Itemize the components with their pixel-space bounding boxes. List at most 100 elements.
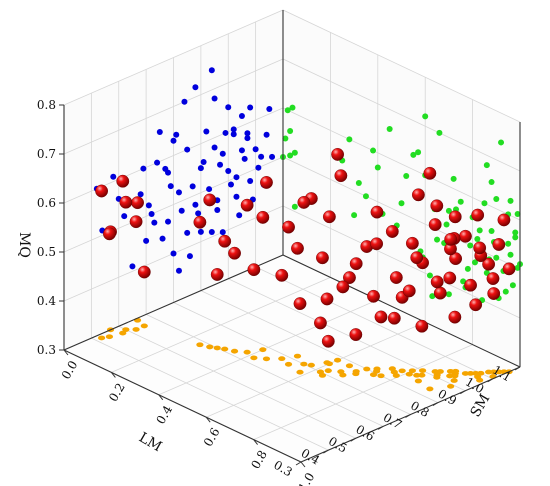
- projection-point-lm-mq: [148, 211, 155, 217]
- y-tick-label: 0.2: [106, 381, 128, 405]
- axis-line: [63, 254, 284, 351]
- projection-point-lm-mq: [137, 191, 144, 198]
- z-tick-label: 0.6: [37, 196, 56, 210]
- projection-point-lm-mq: [233, 174, 240, 181]
- projection-point-lm-sm: [485, 369, 493, 375]
- y-tick-label: 0.0: [59, 358, 81, 382]
- projection-point-lm-sm: [426, 386, 434, 392]
- projection-point-sm-mq: [445, 207, 452, 214]
- y-tick-mark: [63, 349, 69, 356]
- gridline-lm: [200, 290, 439, 403]
- data-point: [367, 289, 380, 303]
- data-point: [103, 227, 116, 241]
- data-point: [349, 328, 363, 341]
- data-point: [218, 234, 232, 248]
- projection-point-lm-mq: [225, 104, 232, 111]
- projection-point-lm-mq: [178, 207, 185, 214]
- projection-point-lm-sm: [452, 368, 460, 374]
- projection-point-lm-mq: [211, 95, 218, 102]
- projection-lm-mq: [93, 67, 276, 274]
- projection-point-lm-sm: [307, 362, 315, 368]
- projection-point-sm-mq: [512, 234, 519, 241]
- projection-point-sm-mq: [493, 254, 500, 261]
- projection-point-sm-mq: [471, 259, 478, 266]
- projection-point-lm-mq: [189, 183, 196, 190]
- projection-point-lm-mq: [151, 219, 158, 226]
- projection-point-sm-mq: [443, 221, 450, 228]
- projection-point-lm-mq: [200, 159, 207, 166]
- data-point: [291, 241, 304, 255]
- projection-point-lm-sm: [461, 371, 470, 376]
- z-tick-label: 0.5: [37, 245, 56, 259]
- projection-point-lm-mq: [255, 164, 262, 171]
- data-point: [322, 210, 336, 224]
- z-tick-label: 0.8: [37, 98, 56, 112]
- projection-point-lm-sm: [324, 368, 332, 374]
- projection-point-lm-sm: [97, 335, 106, 341]
- projection-point-sm-mq: [445, 291, 452, 298]
- data-point: [411, 188, 425, 202]
- projection-point-lm-mq: [181, 98, 188, 105]
- y-tick-mark: [111, 372, 116, 378]
- z-axis-title: MQ: [16, 232, 32, 258]
- projection-point-lm-mq: [129, 263, 136, 270]
- projection-point-lm-mq: [186, 253, 193, 260]
- projection-point-lm-sm: [352, 369, 360, 374]
- x-tick-mark: [487, 378, 493, 383]
- data-point: [469, 298, 483, 312]
- projection-point-sm-mq: [374, 164, 381, 171]
- projection-point-lm-sm: [418, 372, 426, 378]
- projection-point-sm-mq: [346, 136, 353, 143]
- axis-line: [282, 254, 521, 368]
- projection-point-sm-mq: [429, 293, 436, 300]
- projection-point-lm-mq: [238, 147, 245, 154]
- projection-point-lm-sm: [230, 348, 239, 354]
- y-axis-title: SM: [468, 391, 494, 420]
- projection-point-lm-mq: [241, 155, 248, 162]
- projection-point-lm-mq: [208, 67, 215, 74]
- data-point: [240, 198, 254, 212]
- back-wall-sm-mq: [283, 10, 520, 367]
- projection-point-sm-mq: [474, 236, 481, 243]
- projection-point-lm-mq: [173, 131, 180, 138]
- projection-point-sm-mq: [467, 242, 474, 249]
- projection-point-lm-mq: [236, 212, 243, 219]
- projection-point-lm-sm: [293, 353, 302, 359]
- projection-point-sm-mq: [436, 129, 443, 136]
- projection-point-sm-mq: [457, 198, 464, 205]
- data-point: [433, 286, 447, 300]
- data-points: [95, 147, 516, 348]
- projection-point-lm-sm: [259, 347, 267, 353]
- data-point: [405, 236, 419, 250]
- projection-point-lm-mq: [170, 137, 177, 144]
- data-point: [343, 271, 356, 284]
- x-tick-mark: [459, 390, 466, 395]
- y-tick-label: 0.8: [248, 448, 270, 472]
- data-point: [444, 232, 458, 246]
- projection-point-lm-sm: [122, 327, 130, 333]
- wall-pane: [283, 10, 520, 367]
- data-point: [137, 265, 151, 279]
- data-point: [410, 251, 424, 265]
- projection-point-sm-mq: [464, 265, 471, 272]
- y-tick-label: 0.6: [201, 425, 223, 449]
- projection-point-lm-sm: [451, 373, 459, 379]
- projection-point-sm-mq: [498, 139, 505, 146]
- data-point: [387, 311, 401, 325]
- projection-point-lm-sm: [405, 371, 413, 377]
- x-tick-mark: [377, 425, 384, 430]
- data-point: [321, 334, 335, 348]
- projection-point-lm-sm: [398, 368, 406, 374]
- projection-point-lm-mq: [214, 207, 221, 213]
- y-tick-mark: [253, 439, 258, 445]
- projection-point-lm-mq: [156, 129, 163, 136]
- projection-point-sm-mq: [460, 278, 467, 285]
- data-point: [502, 262, 516, 276]
- projection-point-lm-sm: [105, 334, 114, 340]
- projection-point-lm-sm: [446, 373, 454, 379]
- projection-point-lm-mq: [184, 229, 191, 236]
- projection-point-lm-mq: [230, 131, 237, 138]
- projection-point-lm-mq: [184, 146, 191, 153]
- projection-point-lm-sm: [436, 369, 444, 374]
- projection-point-sm-mq: [502, 288, 509, 295]
